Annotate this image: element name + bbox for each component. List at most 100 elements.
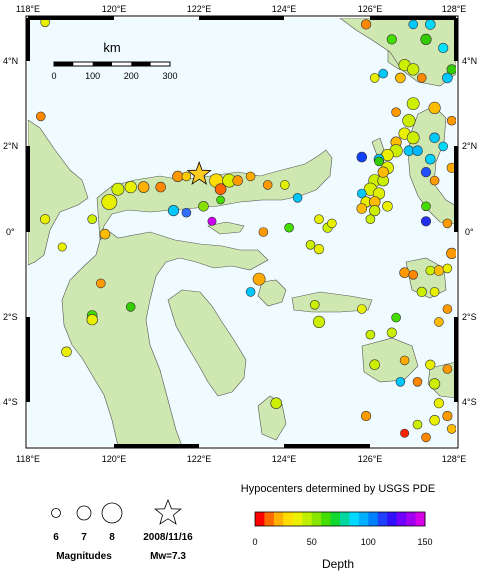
- frame-segment: [114, 444, 199, 448]
- hypocenter-circle: [125, 302, 136, 312]
- ocean: [28, 18, 456, 446]
- hypocenter-circle: [365, 329, 376, 340]
- hypocenter-circle: [425, 265, 436, 276]
- frame-segment: [370, 16, 456, 20]
- depth-tick-150: 150: [417, 537, 432, 547]
- hypocenter-circle: [407, 63, 420, 76]
- hypocenter-circle: [214, 183, 227, 195]
- mainshock-star: [186, 161, 212, 185]
- mainshock-magnitude: Mw=7.3: [150, 551, 186, 562]
- hypocenter-circle: [386, 34, 397, 45]
- sulawesi-main-body: [61, 231, 269, 446]
- hypocenter-circle: [181, 171, 192, 182]
- hypocenter-circle: [365, 214, 376, 224]
- frame-segment: [284, 444, 370, 448]
- hypocenter-circle: [386, 327, 397, 338]
- frame-segment: [454, 317, 458, 402]
- depth-color-swatch: [321, 512, 332, 526]
- frame-segment: [26, 317, 30, 402]
- hypocenter-circle: [406, 97, 420, 110]
- hypocenter-circle: [61, 346, 72, 358]
- hypocenter-circle: [270, 397, 283, 410]
- hypocenter-circle: [446, 424, 456, 434]
- scale-bar-segment: [131, 62, 151, 66]
- top-lon-label: 128°E: [442, 4, 467, 14]
- hypocenter-circle: [421, 201, 431, 212]
- frame-segment: [28, 16, 114, 20]
- left-lat-label: 0°: [6, 227, 15, 237]
- hypocenter-circle: [395, 376, 406, 387]
- hypocenter-circle: [442, 304, 453, 314]
- depth-color-swatch: [255, 512, 265, 526]
- hypocenter-circle: [433, 398, 445, 409]
- hypocenter-circle: [232, 175, 243, 186]
- hypocenter-circle: [429, 132, 440, 144]
- hypocenter-circle: [446, 64, 456, 75]
- depth-tick-50: 50: [307, 537, 317, 547]
- source-note: Hypocenters determined by USGS PDE: [241, 483, 435, 495]
- mainshock-date: 2008/11/16: [143, 532, 193, 543]
- left-lat-label: 2°S: [3, 312, 18, 322]
- depth-title: Depth: [322, 557, 354, 571]
- hypocenter-circle: [40, 18, 50, 28]
- hypocenter-circle: [369, 73, 380, 83]
- left-latitude-labels: 4°N 2°N 0° 2°S 4°S: [3, 56, 18, 407]
- hypocenter-circle: [245, 287, 256, 297]
- depth-color-swatch: [311, 512, 322, 526]
- hypocenter-circle: [198, 201, 209, 212]
- map-frame: [25, 15, 459, 449]
- magnitude-8-label: 8: [109, 532, 115, 543]
- magnitude-legend: 6 7 8 Magnitudes 2008/11/16 Mw=7.3: [51, 498, 193, 562]
- hypocenter-circle: [420, 167, 432, 178]
- depth-color-swatch: [292, 512, 303, 526]
- bottom-lon-label: 118°E: [16, 454, 40, 464]
- hypocenter-circle: [252, 272, 266, 286]
- bottom-lon-label: 120°E: [102, 454, 127, 464]
- hypocenter-circle: [391, 107, 401, 117]
- hypocenter-circle: [424, 19, 436, 30]
- scale-bar-title: km: [103, 40, 120, 55]
- depth-color-swatch: [302, 512, 313, 526]
- hypocenter-circle: [155, 181, 166, 193]
- right-lat-label: 4°S: [462, 397, 477, 407]
- hypocenter-circle: [400, 428, 410, 438]
- sulawesi-southeast-arm: [167, 289, 247, 397]
- magnitude-7-symbol: [76, 505, 92, 521]
- hypocenter-circle: [374, 156, 384, 167]
- top-lon-label: 122°E: [187, 4, 212, 14]
- hypocenter-circle: [137, 181, 150, 193]
- hypocenter-circle: [442, 72, 453, 84]
- borneo-landmass: [28, 119, 89, 266]
- depth-color-swatch: [387, 512, 398, 526]
- frame-segment: [26, 146, 30, 232]
- mainshock-star-icon: [154, 498, 182, 525]
- depth-color-swatch: [377, 512, 388, 526]
- hypocenter-events: [35, 18, 456, 443]
- hypocenter-circle: [421, 432, 431, 443]
- top-lon-label: 120°E: [102, 4, 127, 14]
- hypocenter-circle: [446, 162, 456, 173]
- map-area: km 0 100 200 300: [28, 18, 456, 446]
- hypocenter-circle: [39, 214, 51, 225]
- top-lon-label: 126°E: [358, 4, 383, 14]
- hypocenter-circle: [446, 115, 456, 126]
- depth-color-swatch: [349, 512, 360, 526]
- hypocenter-circle: [412, 419, 423, 430]
- left-lat-label: 4°N: [3, 56, 18, 66]
- depth-color-scale: [255, 512, 426, 526]
- hypocenter-circle: [124, 181, 137, 194]
- halmahera-island: [407, 105, 456, 225]
- hypocenter-circle: [369, 359, 381, 371]
- hypocenter-circle: [408, 19, 419, 30]
- hypocenter-circle: [402, 114, 416, 128]
- hypocenter-circle: [207, 216, 217, 226]
- depth-color-swatch: [415, 512, 426, 526]
- hypocenter-circle: [412, 376, 423, 387]
- hypocenter-circle: [428, 101, 441, 114]
- hypocenter-circle: [361, 410, 372, 422]
- frame-segment: [454, 146, 458, 232]
- hypocenter-circle: [356, 188, 367, 199]
- hypocenter-circle: [96, 278, 106, 289]
- hypocenter-circle: [408, 269, 419, 280]
